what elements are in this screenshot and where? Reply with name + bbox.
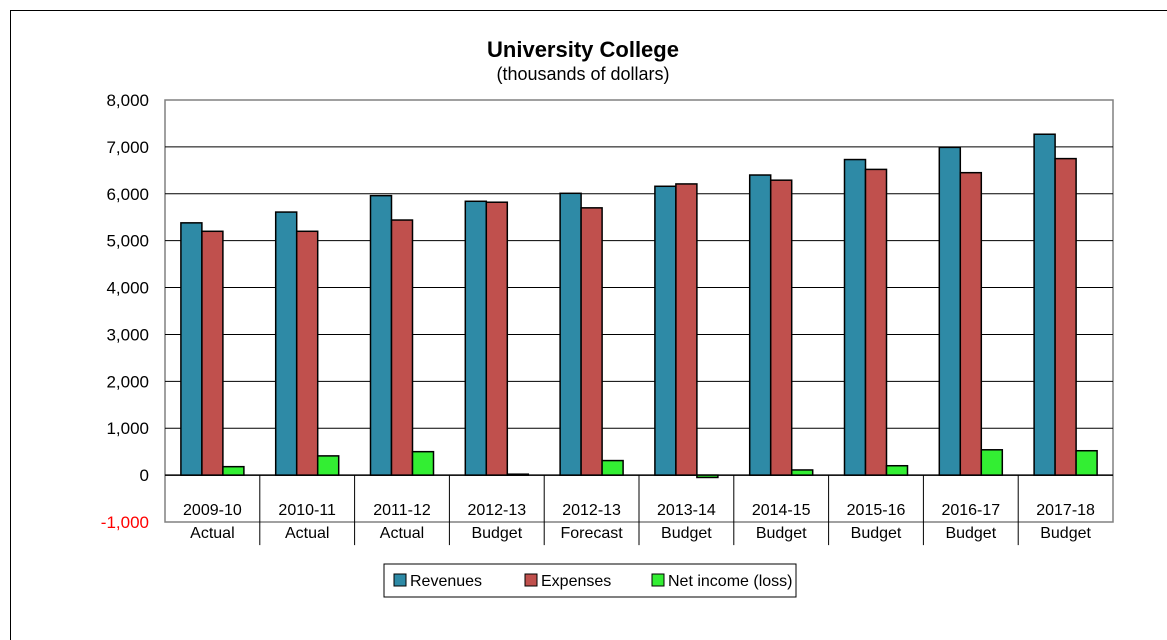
legend-label: Revenues — [410, 573, 482, 590]
legend-label: Expenses — [541, 573, 611, 590]
y-tick-label: 8,000 — [106, 91, 149, 110]
bar-expenses — [485, 201, 509, 476]
legend: Revenues Expenses Net income (loss) — [383, 563, 797, 598]
bar-net-income-loss — [222, 465, 245, 476]
x-tick-label-year: 2012-13 — [467, 502, 526, 519]
bar-revenues — [369, 194, 393, 476]
bar-revenues — [1033, 133, 1056, 476]
legend-label: Net income (loss) — [668, 573, 792, 590]
bar-net-income-loss — [885, 464, 909, 476]
y-tick-label: 1,000 — [106, 419, 149, 438]
x-tick-label-type: Budget — [945, 525, 996, 542]
y-tick-label: 5,000 — [106, 232, 149, 251]
x-tick-label-year: 2012-13 — [562, 502, 621, 519]
bar-expenses — [959, 171, 983, 476]
legend-swatch — [651, 573, 665, 587]
x-tick-label-year: 2011-12 — [373, 502, 431, 519]
bar-revenues — [274, 211, 298, 476]
y-tick-label: 0 — [140, 466, 149, 485]
bar-revenues — [843, 158, 867, 476]
bar-net-income-loss — [790, 469, 814, 476]
x-tick-label-type: Forecast — [560, 525, 623, 542]
y-tick-label: 4,000 — [106, 279, 149, 298]
x-tick-label-type: Actual — [380, 525, 424, 542]
x-tick-label-year: 2015-16 — [847, 502, 906, 519]
bar-revenues — [654, 185, 677, 476]
bar-expenses — [295, 230, 319, 476]
bar-expenses — [201, 230, 224, 476]
y-tick-label: 6,000 — [106, 185, 149, 204]
bar-revenues — [559, 192, 582, 476]
legend-swatch — [393, 573, 407, 587]
bar-net-income-loss — [506, 473, 530, 476]
x-tick-label-type: Budget — [851, 525, 902, 542]
legend-box — [383, 563, 797, 598]
bar-net-income-loss — [1075, 449, 1098, 476]
bar-revenues — [464, 200, 488, 476]
bar-revenues — [938, 146, 962, 476]
chart-subtitle: (thousands of dollars) — [496, 64, 669, 84]
bar-net-income-loss — [601, 459, 624, 476]
bar-expenses — [1054, 157, 1077, 476]
y-tick-label: 3,000 — [106, 325, 149, 344]
bar-net-income-loss — [411, 450, 435, 476]
bar-expenses — [390, 219, 414, 476]
x-tick-label-type: Budget — [471, 525, 522, 542]
bar-expenses — [675, 183, 698, 476]
y-tick-label: -1,000 — [101, 513, 149, 532]
bar-revenues — [748, 174, 772, 476]
x-tick-label-year: 2013-14 — [657, 502, 716, 519]
x-tick-label-year: 2010-11 — [278, 502, 336, 519]
x-tick-label-type: Budget — [1040, 525, 1091, 542]
bar-net-income-loss — [316, 455, 340, 476]
bar-net-income-loss — [980, 449, 1004, 476]
x-tick-label-type: Budget — [661, 525, 712, 542]
x-tick-label-year: 2014-15 — [752, 502, 811, 519]
x-tick-label-year: 2016-17 — [941, 502, 1000, 519]
legend-swatch — [524, 573, 538, 587]
x-tick-label-year: 2009-10 — [183, 502, 242, 519]
x-tick-label-year: 2017-18 — [1036, 502, 1095, 519]
chart-title: University College — [487, 37, 679, 62]
chart-frame — [10, 10, 1167, 640]
y-tick-label: 7,000 — [106, 138, 149, 157]
bar-net-income-loss — [696, 474, 719, 479]
y-tick-label: 2,000 — [106, 372, 149, 391]
plot-area: 8,000 7,000 6,000 5,000 4,000 3,000 2,000 1,000… — [101, 91, 1114, 546]
bar-expenses — [580, 207, 603, 476]
bar-expenses — [769, 179, 793, 476]
x-tick-label-type: Actual — [190, 525, 234, 542]
bar-revenues — [180, 222, 203, 476]
bar-expenses — [864, 168, 888, 476]
x-tick-label-type: Budget — [756, 525, 807, 542]
x-tick-label-type: Actual — [285, 525, 329, 542]
